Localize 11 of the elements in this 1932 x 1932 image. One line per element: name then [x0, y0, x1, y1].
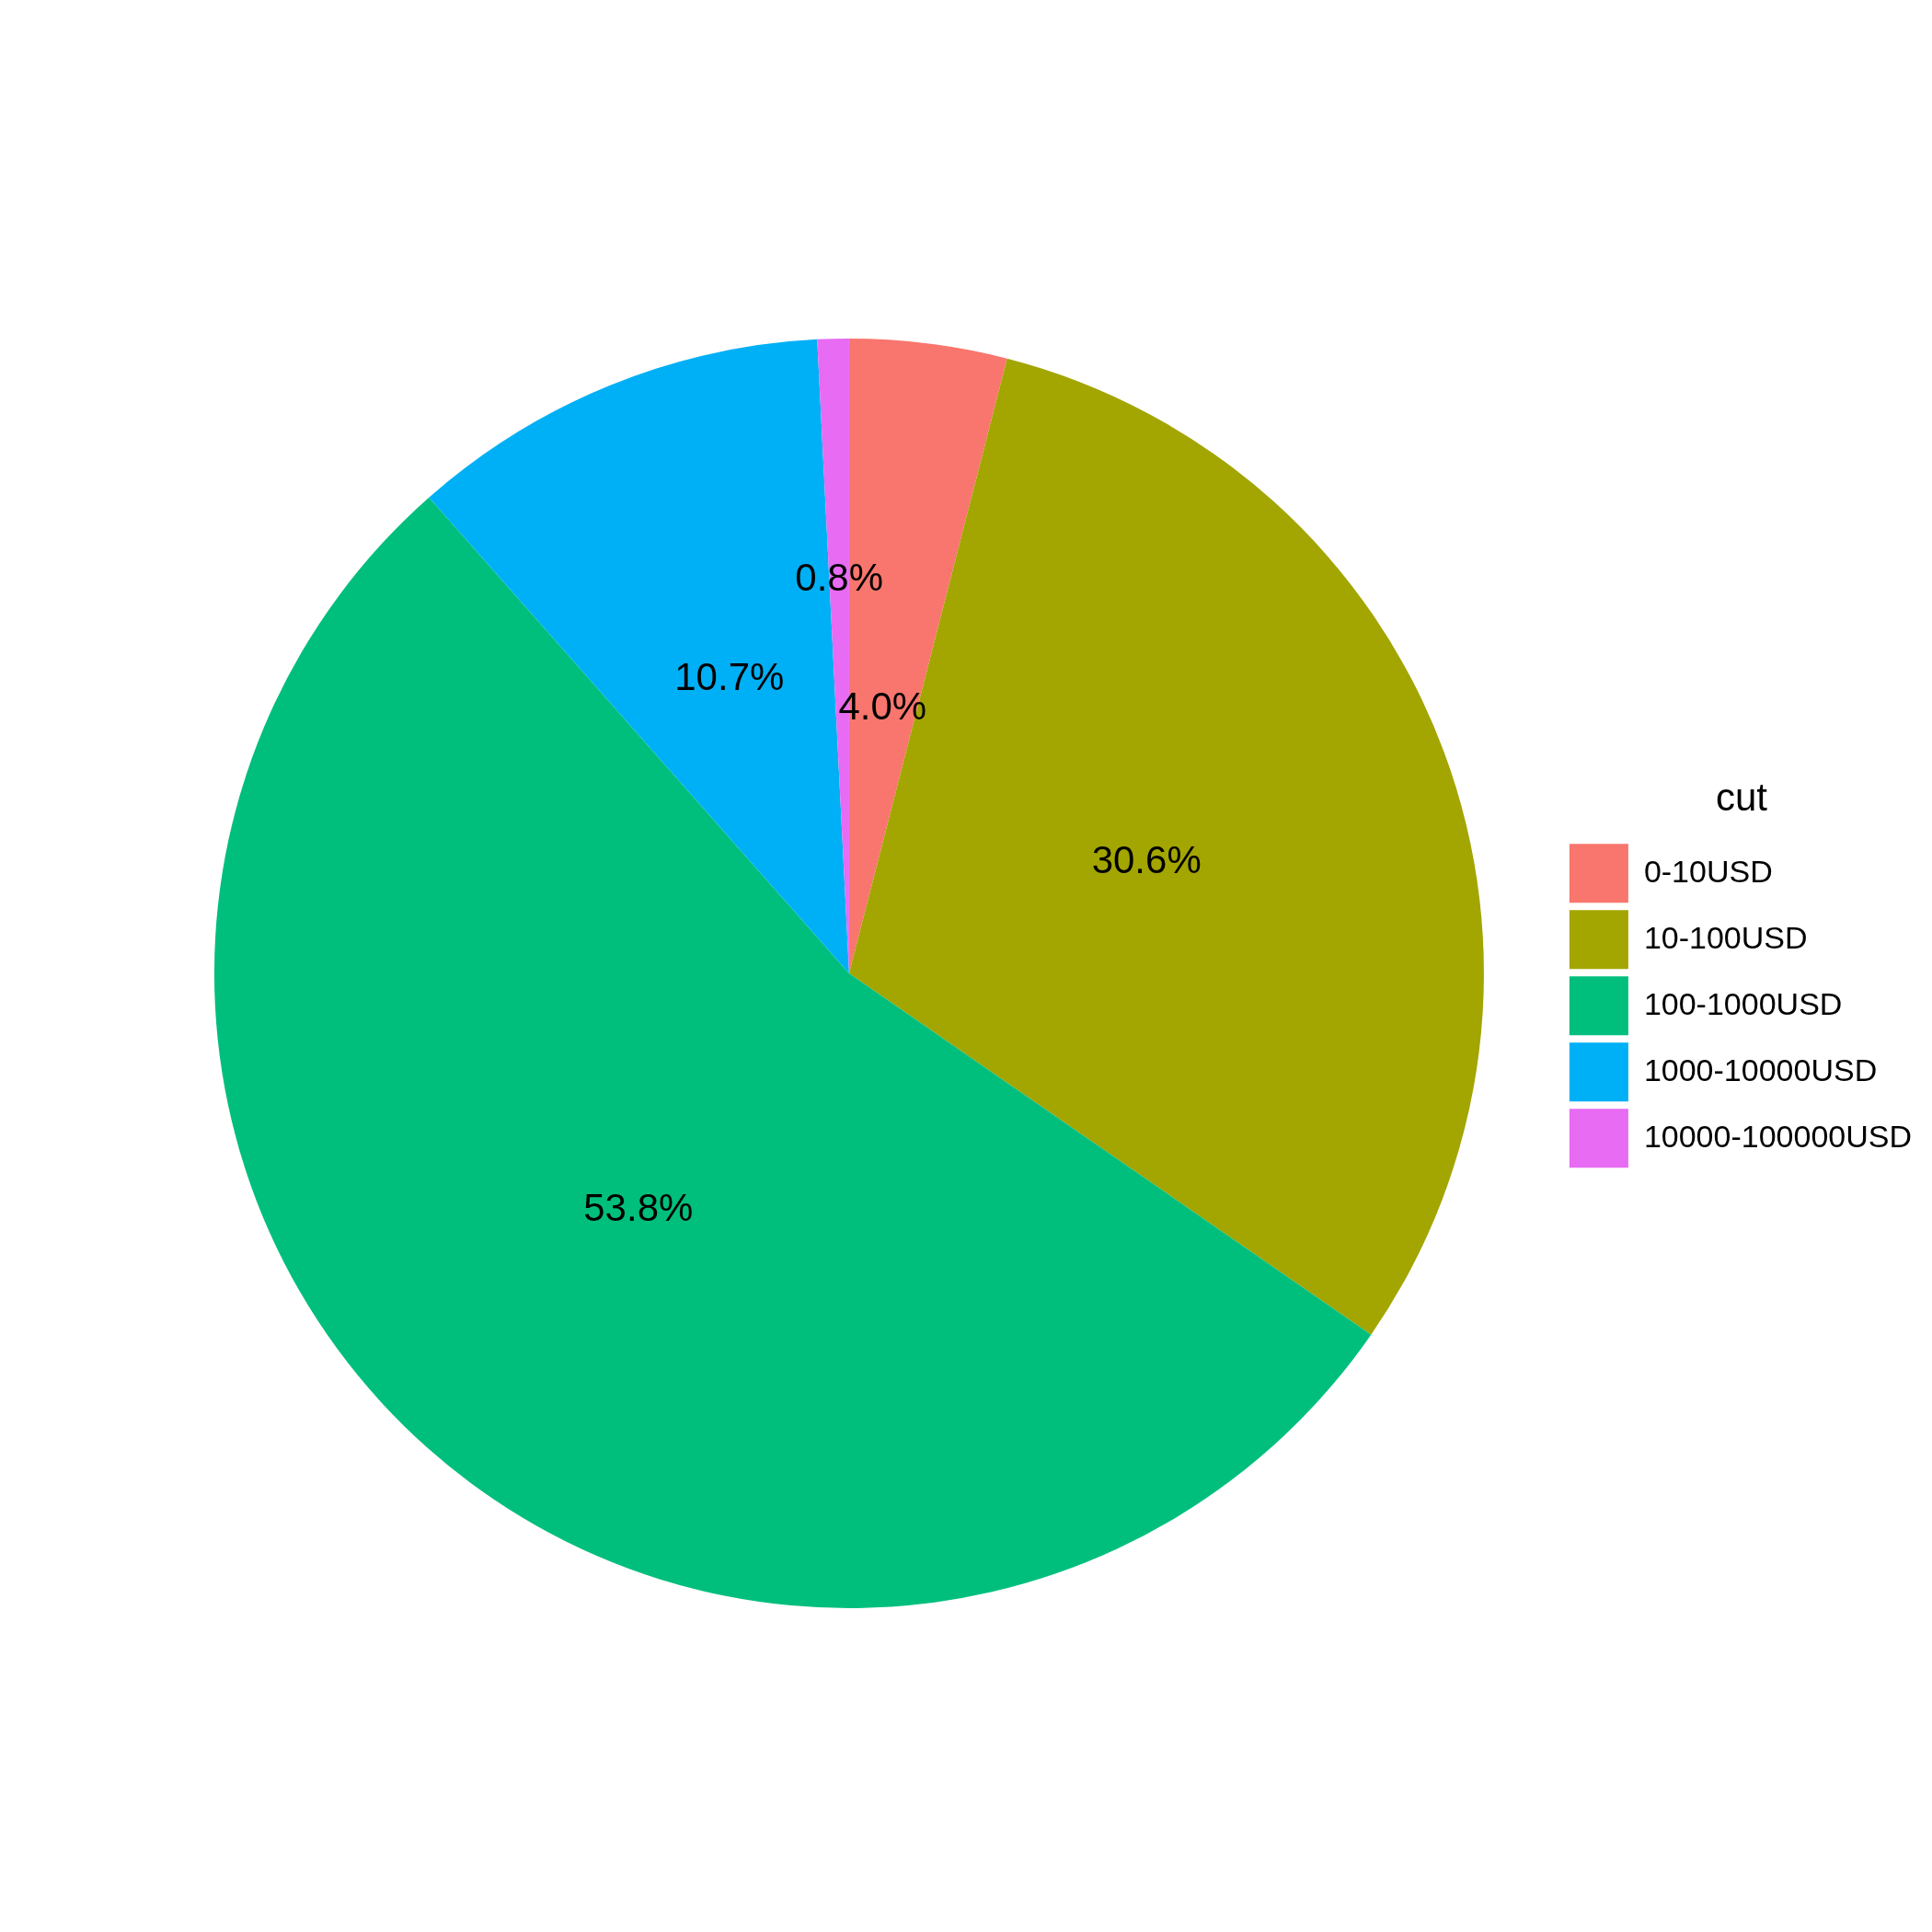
data-label: 53.8%: [583, 1186, 694, 1230]
legend-label: 0-10USD: [1643, 853, 1773, 889]
legend-label: 1000-10000USD: [1643, 1052, 1878, 1087]
data-label: 10.7%: [674, 655, 785, 699]
legend-label: 10-100USD: [1643, 919, 1808, 955]
legend-label: 10000-100000USD: [1643, 1118, 1912, 1154]
data-label: 4.0%: [838, 684, 927, 729]
legend-title: cut: [1715, 776, 1768, 820]
data-label: 30.6%: [1091, 838, 1202, 882]
legend-label: 100-1000USD: [1643, 985, 1843, 1021]
data-label: 0.8%: [795, 555, 884, 599]
